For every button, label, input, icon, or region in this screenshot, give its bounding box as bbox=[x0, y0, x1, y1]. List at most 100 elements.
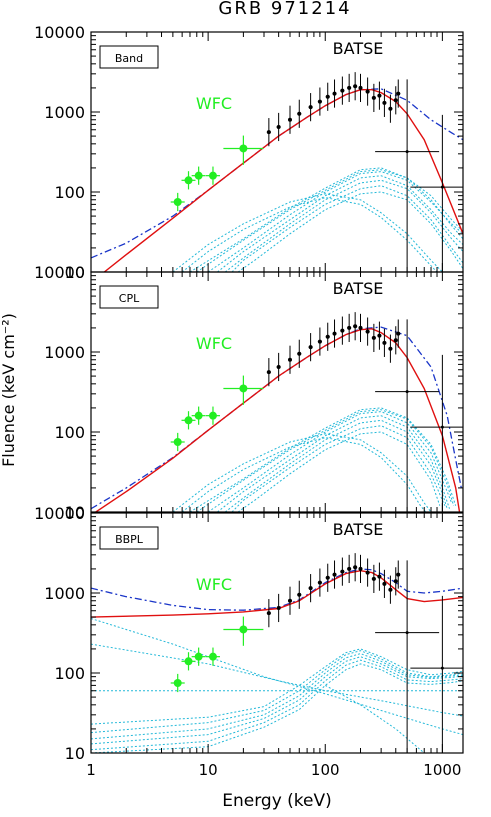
wfc-point bbox=[191, 647, 206, 666]
batse-point bbox=[375, 79, 440, 272]
batse-point bbox=[308, 93, 313, 122]
y-tick-label: 1000 bbox=[44, 103, 85, 122]
x-tick-label: 100 bbox=[311, 761, 340, 779]
batse-point bbox=[371, 323, 376, 352]
component-line-2 bbox=[196, 169, 463, 272]
component-line-6 bbox=[91, 653, 463, 740]
batse-annotation: BATSE bbox=[333, 520, 384, 539]
panel-label: CPL bbox=[119, 292, 140, 305]
wfc-point bbox=[170, 673, 185, 693]
component-line-3 bbox=[207, 411, 453, 512]
model-line bbox=[95, 328, 461, 512]
wfc-annotation: WFC bbox=[196, 334, 232, 353]
batse-point bbox=[371, 83, 376, 112]
plot-area bbox=[91, 553, 463, 753]
wfc-annotation: WFC bbox=[196, 575, 232, 594]
component-line-9 bbox=[181, 197, 438, 272]
batse-point bbox=[365, 558, 370, 587]
batse-point bbox=[332, 79, 337, 108]
batse-point bbox=[388, 575, 393, 604]
y-tick-label: 10 bbox=[65, 263, 85, 282]
batse-point bbox=[358, 313, 363, 343]
batse-point bbox=[382, 88, 387, 117]
batse-point bbox=[332, 560, 337, 589]
y-tick-label: 1000 bbox=[44, 343, 85, 362]
component-line-6 bbox=[231, 425, 446, 512]
wfc-point bbox=[223, 616, 264, 646]
panel-label: BBPL bbox=[115, 533, 144, 546]
batse-annotation: BATSE bbox=[333, 39, 384, 58]
batse-point bbox=[382, 328, 387, 357]
batse-point bbox=[365, 77, 370, 106]
wfc-point bbox=[205, 647, 220, 666]
y-tick-label: 10 bbox=[65, 503, 85, 522]
wfc-point bbox=[205, 166, 220, 185]
extrapolation-line bbox=[91, 568, 463, 611]
batse-point bbox=[276, 593, 281, 623]
batse-point bbox=[353, 312, 358, 341]
panel-cpl: 10 100 1000 10000 CPL BATSE WFC bbox=[34, 263, 464, 522]
component-line-8 bbox=[172, 433, 432, 512]
batse-point bbox=[393, 86, 398, 115]
panel-band: 10 100 1000 10000 Band BATSE WFC bbox=[34, 23, 464, 282]
batse-point bbox=[410, 114, 463, 272]
model-line bbox=[91, 569, 463, 618]
batse-point bbox=[410, 595, 463, 753]
axes-frame bbox=[90, 512, 464, 754]
batse-point bbox=[377, 562, 382, 591]
batse-point bbox=[325, 322, 330, 351]
x-axis-label: Energy (keV) bbox=[222, 791, 332, 811]
component-line-1 bbox=[189, 167, 463, 272]
component-line-7 bbox=[91, 656, 463, 745]
batse-point bbox=[353, 553, 358, 582]
batse-point bbox=[317, 327, 322, 356]
component-line-4 bbox=[217, 415, 450, 512]
component-line-2 bbox=[196, 409, 455, 512]
batse-point bbox=[297, 339, 302, 368]
component-line-5 bbox=[224, 179, 463, 272]
component-line-4 bbox=[217, 175, 463, 272]
batse-point bbox=[353, 72, 358, 101]
y-tick-label: 100 bbox=[54, 423, 85, 442]
component-line-5 bbox=[91, 650, 463, 734]
wfc-point bbox=[191, 166, 206, 185]
component-line-1 bbox=[91, 618, 463, 736]
batse-point bbox=[375, 319, 440, 512]
y-tick-label: 100 bbox=[54, 183, 85, 202]
extrapolation-line bbox=[91, 326, 462, 510]
batse-point bbox=[276, 112, 281, 142]
panel-label-box: CPL bbox=[99, 285, 159, 309]
batse-point bbox=[388, 94, 393, 123]
panel-label-box: Band bbox=[99, 45, 159, 69]
batse-point bbox=[382, 569, 387, 598]
x-tick-label: 1000 bbox=[423, 761, 461, 779]
batse-point bbox=[297, 580, 302, 609]
component-line-7 bbox=[237, 191, 463, 272]
batse-point bbox=[375, 560, 440, 753]
batse-point bbox=[371, 564, 376, 593]
y-tick-label: 10 bbox=[65, 744, 85, 763]
component-line-1 bbox=[189, 407, 457, 512]
plot-area bbox=[91, 312, 463, 512]
wfc-point bbox=[191, 406, 206, 425]
wfc-point bbox=[181, 171, 196, 190]
batse-point bbox=[388, 334, 393, 363]
batse-point bbox=[393, 567, 398, 596]
x-tick-label: 1 bbox=[86, 761, 96, 779]
component-line-9 bbox=[91, 663, 463, 753]
chart-title: GRB 971214 bbox=[218, 0, 351, 19]
batse-point bbox=[297, 99, 302, 128]
batse-point bbox=[266, 599, 271, 628]
y-tick-label: 100 bbox=[54, 664, 85, 683]
batse-point bbox=[358, 73, 363, 103]
panel-label: Band bbox=[115, 52, 143, 65]
wfc-point bbox=[181, 652, 196, 671]
batse-point bbox=[396, 319, 401, 348]
component-line-6 bbox=[231, 185, 463, 272]
batse-point bbox=[365, 317, 370, 346]
batse-point bbox=[410, 354, 463, 512]
batse-annotation: BATSE bbox=[333, 279, 384, 298]
component-line-4 bbox=[91, 648, 463, 725]
wfc-annotation: WFC bbox=[196, 94, 232, 113]
